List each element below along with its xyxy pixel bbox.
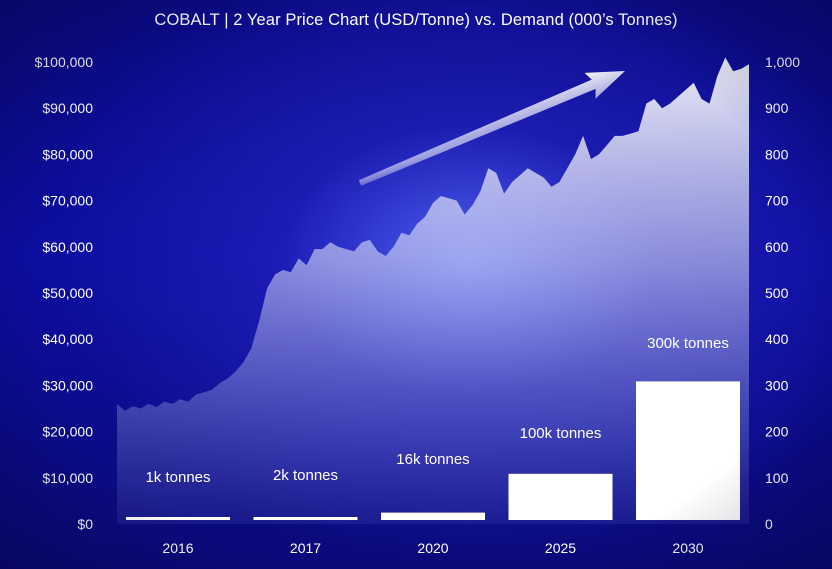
demand-bar-2030 <box>636 381 740 520</box>
left-y-tick: $100,000 <box>35 54 94 70</box>
x-tick-2030: 2030 <box>672 540 703 556</box>
left-y-tick: $10,000 <box>42 470 93 486</box>
left-y-tick: $90,000 <box>42 100 93 116</box>
x-tick-2016: 2016 <box>162 540 193 556</box>
right-y-tick: 600 <box>765 239 789 255</box>
right-y-tick: 400 <box>765 331 789 347</box>
chart-title: COBALT | 2 Year Price Chart (USD/Tonne) … <box>154 11 678 29</box>
left-y-tick: $80,000 <box>42 146 93 162</box>
right-y-tick: 200 <box>765 424 789 440</box>
x-tick-2025: 2025 <box>545 540 576 556</box>
left-y-tick: $50,000 <box>42 285 93 301</box>
right-y-tick: 700 <box>765 193 789 209</box>
bar-label-2020: 16k tonnes <box>396 451 469 468</box>
demand-bar-2016 <box>126 517 230 520</box>
demand-bar-2020 <box>381 512 485 520</box>
left-y-tick: $30,000 <box>42 377 93 393</box>
right-y-tick: 0 <box>765 516 773 532</box>
left-y-tick: $60,000 <box>42 239 93 255</box>
right-y-tick: 100 <box>765 470 789 486</box>
left-y-tick: $40,000 <box>42 331 93 347</box>
left-y-tick: $0 <box>77 516 93 532</box>
left-y-tick: $70,000 <box>42 193 93 209</box>
bar-label-2030: 300k tonnes <box>647 335 729 352</box>
right-y-tick: 900 <box>765 100 789 116</box>
bar-label-2016: 1k tonnes <box>145 469 210 486</box>
bar-label-2017: 2k tonnes <box>273 467 338 484</box>
x-tick-2020: 2020 <box>417 540 448 556</box>
right-y-tick: 500 <box>765 285 789 301</box>
price-area <box>117 57 749 525</box>
right-y-tick: 300 <box>765 377 789 393</box>
right-y-tick: 1,000 <box>765 54 800 70</box>
demand-bar-2025 <box>508 473 613 520</box>
demand-bar-2017 <box>253 517 358 520</box>
right-y-tick: 800 <box>765 146 789 162</box>
left-y-tick: $20,000 <box>42 424 93 440</box>
bar-label-2025: 100k tonnes <box>520 425 602 442</box>
x-tick-2017: 2017 <box>290 540 321 556</box>
trend-arrow-icon <box>358 71 625 186</box>
